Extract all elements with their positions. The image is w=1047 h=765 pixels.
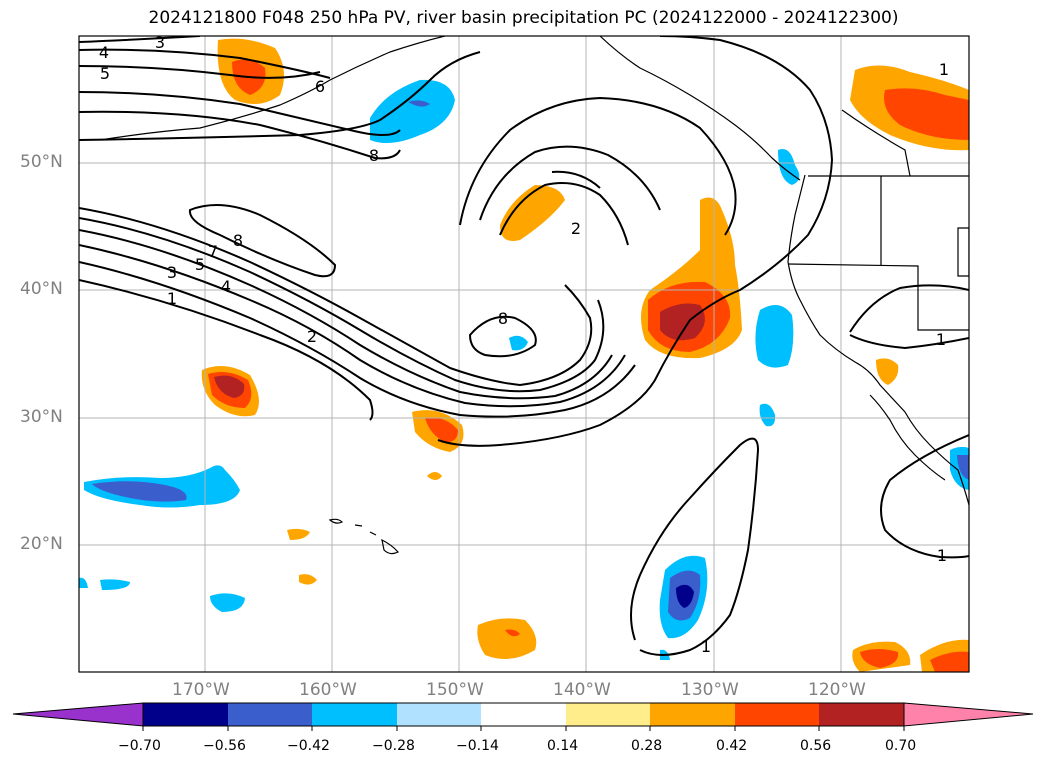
contour-label: 1: [701, 637, 711, 656]
precip-negative-area: [210, 593, 245, 612]
precip-negative-area: [778, 149, 800, 185]
colorbar-max-extend: [903, 702, 1034, 727]
precip-positive-area: [930, 651, 969, 672]
contour-labels: 3 4 5 6 8 7 5 4 3 1 8 2 2 8 1 1 1 1: [99, 33, 949, 656]
colorbar-bin: [228, 703, 312, 726]
colorbar-tick-label: 0.14: [547, 738, 579, 754]
precip-positive-area: [299, 574, 317, 585]
coastlines: [99, 36, 969, 555]
lon-label: 120°W: [808, 680, 866, 700]
precip-positive-area: [214, 375, 245, 398]
contour-label: 4: [221, 277, 231, 296]
colorbar-bin: [312, 703, 397, 726]
contour-label: 3: [167, 263, 177, 282]
contour-label: 1: [936, 330, 946, 349]
colorbar-tick-label: −0.28: [372, 738, 415, 754]
colorbar-bin: [481, 703, 566, 726]
colorbar-tick-label: 0.56: [800, 738, 832, 754]
precip-negative-area: [370, 79, 455, 144]
contour-label: 6: [315, 77, 325, 96]
contour-label: 1: [937, 546, 947, 565]
lat-label: 50°N: [20, 152, 63, 172]
contour-label: 1: [939, 60, 949, 79]
precip-positive-area: [876, 358, 899, 385]
precip-positive-area: [477, 618, 537, 659]
contour-label: 8: [498, 309, 508, 328]
precip-negative-area: [759, 403, 776, 427]
colorbar-tick-label: 0.42: [716, 738, 748, 754]
lon-label: 150°W: [426, 680, 484, 700]
precip-negative-area: [957, 455, 969, 480]
precip-negative-area: [100, 579, 130, 590]
colorbar-bin: [566, 703, 650, 726]
precip-positive-area: [884, 88, 969, 140]
colorbar-tick-label: 0.70: [885, 738, 917, 754]
precip-negative-area: [408, 100, 430, 107]
contour-label: 8: [369, 146, 379, 165]
precip-shading: [79, 38, 969, 672]
precip-negative-area: [676, 584, 694, 608]
lon-label: 130°W: [681, 680, 739, 700]
map-title: 2024121800 F048 250 hPa PV, river basin …: [148, 8, 899, 28]
colorbar-tick-label: −0.42: [287, 738, 330, 754]
lat-label: 20°N: [20, 534, 63, 554]
precip-positive-area: [287, 528, 310, 540]
lon-label: 140°W: [553, 680, 611, 700]
colorbar: [12, 702, 1034, 731]
precip-negative-area: [755, 305, 794, 368]
colorbar-bin: [735, 703, 819, 726]
precip-positive-area: [425, 417, 458, 443]
contour-label: 5: [195, 255, 205, 274]
contour-label: 5: [100, 64, 110, 83]
lon-label: 160°W: [299, 680, 357, 700]
map-frame: [78, 35, 970, 673]
precip-negative-area: [92, 481, 187, 502]
colorbar-min-extend: [12, 702, 144, 727]
lat-label: 30°N: [20, 407, 63, 427]
colorbar-bin: [650, 703, 735, 726]
colorbar-tick-label: −0.56: [203, 738, 246, 754]
colorbar-frame: [142, 702, 905, 727]
contour-label: 2: [307, 327, 317, 346]
contour-label: 3: [155, 33, 165, 52]
contour-label: 7: [208, 242, 218, 261]
colorbar-tick-label: −0.14: [456, 738, 499, 754]
lon-label: 170°W: [172, 680, 230, 700]
lat-label: 40°N: [20, 279, 63, 299]
precip-positive-area: [427, 472, 442, 480]
gridlines: [79, 36, 969, 672]
precip-positive-area: [860, 649, 899, 668]
precip-positive-area: [660, 303, 705, 341]
contour-label: 4: [99, 43, 109, 62]
colorbar-tick-label: −0.70: [118, 738, 161, 754]
pv-contours: [79, 36, 969, 656]
colorbar-bin: [143, 703, 228, 726]
colorbar-tick-label: 0.28: [631, 738, 663, 754]
colorbar-bin: [819, 703, 904, 726]
contour-label: 8: [233, 231, 243, 250]
precip-positive-area: [500, 185, 565, 241]
contour-label: 2: [571, 219, 581, 238]
contour-label: 1: [167, 289, 177, 308]
precip-positive-area: [505, 629, 520, 637]
colorbar-bin: [397, 703, 481, 726]
precip-negative-area: [509, 335, 528, 351]
precip-negative-area: [79, 577, 88, 588]
